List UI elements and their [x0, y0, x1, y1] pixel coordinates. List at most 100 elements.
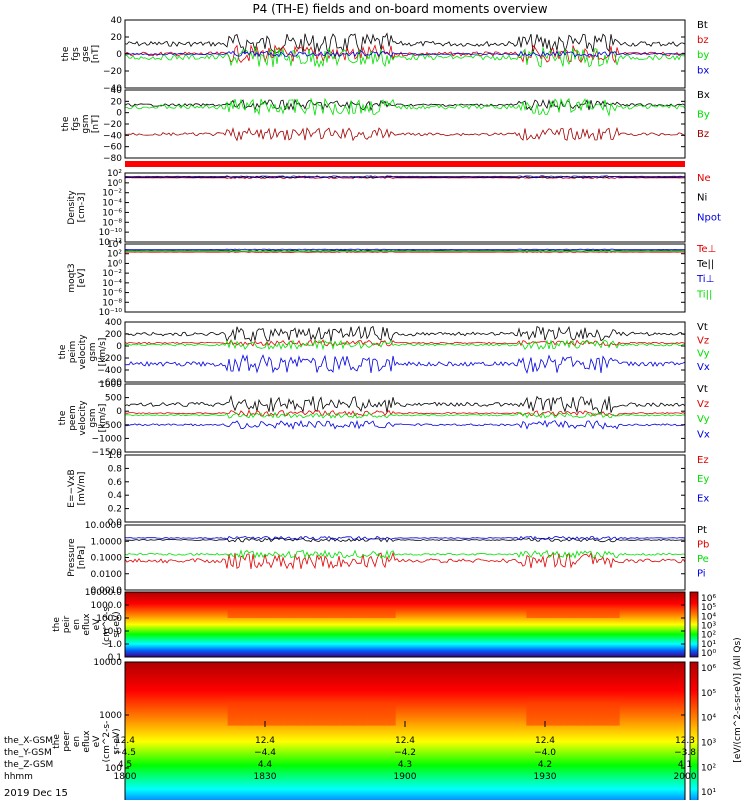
- series-line-Ti||: [124, 250, 686, 253]
- colorbar-tick-label: 10³: [701, 622, 716, 632]
- y-axis-label: [cm-3]: [77, 193, 87, 223]
- y-axis-label: [km/s]: [98, 338, 108, 367]
- y-axis-label: E=−VxB: [67, 469, 77, 507]
- panel-peer_eflux: 10000100010010thepeerenefluxeV(cm^2-s-sr…: [52, 658, 686, 800]
- legend-label-Ne: Ne: [697, 173, 711, 184]
- y-tick-label: 10⁻⁶: [102, 289, 122, 299]
- spectrogram-band: [554, 701, 564, 726]
- legend-label-Bt: Bt: [697, 20, 708, 31]
- y-axis-label: en: [72, 619, 82, 630]
- y-tick-label: 100: [105, 764, 122, 774]
- x-tick-label: 12.4: [255, 736, 275, 746]
- series-line-Npot: [124, 175, 686, 178]
- spectrogram-band: [339, 608, 349, 618]
- y-tick-label: 100.0: [96, 614, 122, 624]
- x-tick-label: 4.1: [678, 760, 692, 770]
- y-axis-label: eV: [92, 618, 102, 631]
- legend-label-Vz: Vz: [697, 399, 709, 410]
- colorbars-group: 10⁶10⁵10⁴10³10²10¹10⁰10⁶10⁵10⁴10³10²10¹1…: [689, 591, 743, 800]
- series-line-Vx: [124, 354, 686, 375]
- date-label: 2019 Dec 15: [4, 788, 68, 799]
- y-tick-label: 10000.0: [85, 588, 122, 598]
- legend-label-Npot: Npot: [697, 212, 721, 223]
- series-line-Vy: [124, 339, 686, 351]
- y-tick-label: 1.0: [108, 640, 123, 650]
- panel-frame: [124, 89, 686, 159]
- legend-label-Vy: Vy: [697, 414, 710, 425]
- y-axis-label: [mV/m]: [77, 472, 87, 506]
- spectrogram-band: [582, 608, 592, 618]
- y-tick-label: 10⁻¹²: [99, 238, 123, 248]
- x-tick-label: 12.4: [115, 736, 135, 746]
- y-axis-label: peem: [68, 405, 78, 431]
- y-tick-label: 10⁰: [107, 179, 122, 189]
- series-line-Pt: [124, 537, 686, 543]
- panel-frame: [124, 591, 686, 658]
- series-line-Vt: [124, 394, 686, 414]
- y-axis-label: Pressure: [67, 538, 77, 577]
- spectrogram-band: [246, 701, 256, 726]
- y-tick-label: 10⁻⁴: [102, 199, 122, 209]
- spectrogram-band: [302, 608, 312, 618]
- spectrogram-band: [601, 608, 611, 618]
- spectrogram-band: [526, 608, 536, 618]
- y-tick-label: −80: [103, 154, 122, 164]
- spectrogram-band: [274, 608, 284, 618]
- x-tick-label: 4.5: [118, 760, 132, 770]
- y-tick-label: 10.0000: [85, 521, 122, 531]
- spectrogram-band: [377, 701, 387, 726]
- y-axis-label: gsm: [88, 408, 98, 427]
- spectrogram-band: [330, 608, 340, 618]
- y-tick-label: 10.0: [102, 627, 122, 637]
- legend-label-Pt: Pt: [697, 525, 707, 536]
- x-tick-label: 1800: [114, 772, 137, 782]
- y-tick-label: −500: [97, 421, 122, 431]
- x-tick-label: 2000: [674, 772, 697, 782]
- y-tick-label: 10⁻²: [102, 269, 122, 279]
- y-tick-label: 10⁻⁴: [102, 279, 122, 289]
- y-tick-label: 0: [116, 50, 122, 60]
- y-axis-label: eV: [92, 735, 102, 748]
- y-tick-label: −1500: [92, 448, 123, 458]
- y-tick-label: 0.0: [108, 518, 123, 528]
- spectrogram-peer_eflux: [125, 662, 685, 800]
- series-line-Bx: [124, 98, 686, 112]
- y-axis-label: fgs: [71, 47, 81, 61]
- y-axis-label: eflux: [82, 730, 92, 753]
- spectrogram-band: [377, 608, 387, 618]
- x-tick-label: −4.5: [114, 748, 136, 758]
- series-line-Vx: [124, 419, 686, 430]
- x-tick-label: −4.2: [394, 748, 416, 758]
- colorbar-tick-label: 10⁰: [701, 649, 716, 659]
- y-tick-label: 10⁰: [107, 259, 122, 269]
- series-line-By: [124, 97, 686, 117]
- y-axis-label: fgs: [71, 117, 81, 131]
- x-tick-label: 12.4: [535, 736, 555, 746]
- y-axis-label: the: [52, 617, 62, 632]
- x-tick-label: 4.3: [398, 760, 412, 770]
- series-line-Pe: [124, 549, 686, 560]
- y-axis-label: [nPa]: [77, 546, 87, 569]
- y-tick-label: 0.6: [108, 478, 123, 488]
- spectrogram-band: [246, 608, 256, 618]
- spectrogram-band: [255, 701, 265, 726]
- colorbar-tick-label: 10²: [701, 763, 716, 773]
- spectrogram-band: [330, 701, 340, 726]
- y-axis-label: peir: [62, 615, 72, 633]
- y-tick-label: 400: [105, 318, 122, 328]
- y-tick-label: 1.0000: [91, 537, 123, 547]
- panel-frame: [124, 661, 686, 800]
- spectrogram-band: [265, 701, 275, 726]
- y-axis-label: [eV]: [77, 269, 87, 288]
- spectrogram-band: [367, 608, 377, 618]
- y-tick-label: 40: [111, 16, 123, 26]
- spectrogram-band: [367, 701, 377, 726]
- colorbar-tick-label: 10²: [701, 631, 716, 641]
- y-tick-label: 1000.0: [91, 601, 123, 611]
- panel-peim_velocity: Vt Vz Vy Vx 400 200 0 −200 −400 −600 the peim veloci…: [58, 318, 710, 388]
- legend-label-bx: bx: [697, 65, 709, 76]
- spectrogram-band: [237, 608, 247, 618]
